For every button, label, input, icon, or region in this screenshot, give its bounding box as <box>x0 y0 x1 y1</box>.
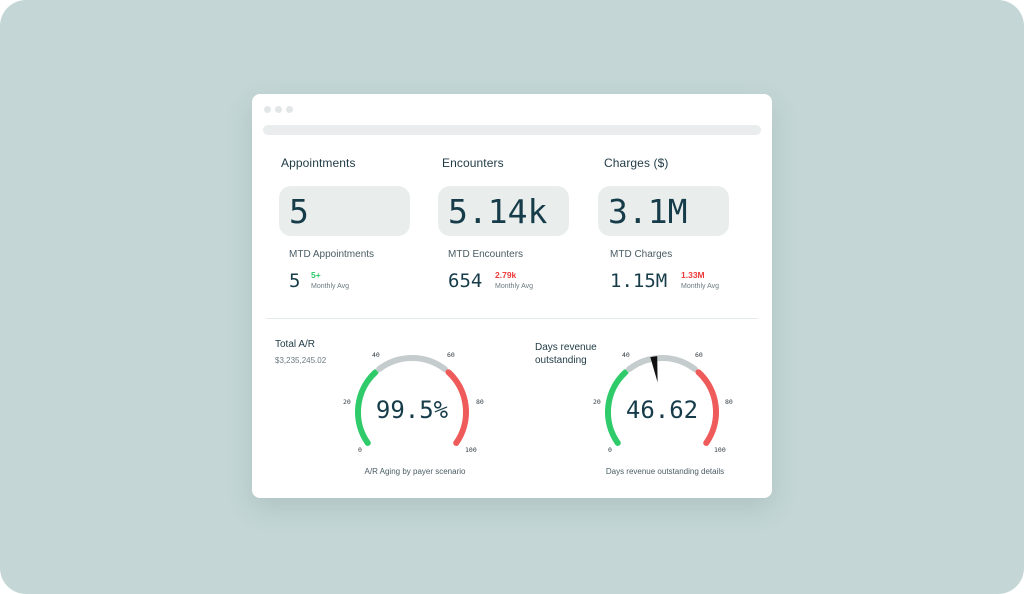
gauge-caption[interactable]: Days revenue outstanding details <box>605 467 725 476</box>
metric-value-box: 5.14k <box>438 186 569 236</box>
mtd-label: MTD Appointments <box>289 249 375 260</box>
monthly-avg-label: Monthly Avg <box>495 283 534 290</box>
metric-card-encounters[interactable]: Encounters 5.14k MTD Encounters 654 2.79… <box>438 156 592 292</box>
gauge-tick-label: 0 <box>358 446 362 454</box>
gauge-title: Days revenue outstanding <box>535 342 597 366</box>
gauge-tick-label: 60 <box>695 351 703 359</box>
gauge-tick-label: 60 <box>447 351 455 359</box>
delta-value: 1.33M <box>681 270 705 280</box>
metric-title: Appointments <box>281 156 356 170</box>
dashboard-window: Appointments 5 MTD Appointments 5 5+ Mon… <box>252 94 772 498</box>
gauge-tick-label: 40 <box>622 351 630 359</box>
gauge-tick-label: 80 <box>725 398 733 406</box>
gauge-tick-label: 80 <box>476 398 484 406</box>
delta-value: 5+ <box>311 270 321 280</box>
window-dot-icon[interactable] <box>264 106 271 113</box>
gauge-tick-label: 100 <box>714 446 726 454</box>
metric-value: 5.14k <box>448 191 548 231</box>
gauge-arc <box>355 355 469 446</box>
gauge-value: 46.62 <box>625 396 699 424</box>
mtd-label: MTD Encounters <box>448 249 524 260</box>
gauge-tick-label: 20 <box>593 398 601 406</box>
metric-value-box: 3.1M <box>598 186 729 236</box>
metric-card-appointments[interactable]: Appointments 5 MTD Appointments 5 5+ Mon… <box>279 156 431 292</box>
gauge-tick-label: 100 <box>465 446 477 454</box>
mtd-label: MTD Charges <box>610 249 673 260</box>
address-bar[interactable] <box>263 125 761 135</box>
monthly-avg-label: Monthly Avg <box>681 283 720 290</box>
metric-title: Encounters <box>442 156 504 170</box>
gauge-tick-label: 20 <box>343 398 351 406</box>
metric-value: 5 <box>289 191 309 231</box>
section-divider <box>266 318 758 319</box>
metric-title: Charges ($) <box>604 156 669 170</box>
gauge-segment-mid <box>376 355 448 373</box>
mtd-value: 5 <box>289 270 301 292</box>
metric-card-charges[interactable]: Charges ($) 3.1M MTD Charges 1.15M 1.33M… <box>598 156 754 292</box>
window-dot-icon[interactable] <box>275 106 282 113</box>
window-dot-icon[interactable] <box>286 106 293 113</box>
mtd-value: 1.15M <box>610 270 668 292</box>
metric-value: 3.1M <box>608 191 688 231</box>
monthly-avg-label: Monthly Avg <box>311 283 350 290</box>
gauge-segment-mid <box>626 355 698 373</box>
gauge-tick-label: 0 <box>608 446 612 454</box>
metric-value-box: 5 <box>279 186 410 236</box>
gauge-value: 99.5% <box>375 396 449 424</box>
gauge-subtitle: $3,235,245.02 <box>275 356 327 365</box>
gauge-tick-label: 40 <box>372 351 380 359</box>
gauge-needle <box>650 356 658 383</box>
gauge-title: Total A/R <box>275 339 316 350</box>
window-controls <box>264 106 293 113</box>
gauge-caption[interactable]: A/R Aging by payer scenario <box>364 467 466 476</box>
gauge-arc <box>605 355 719 446</box>
mtd-value: 654 <box>448 270 483 292</box>
delta-value: 2.79k <box>495 270 517 280</box>
